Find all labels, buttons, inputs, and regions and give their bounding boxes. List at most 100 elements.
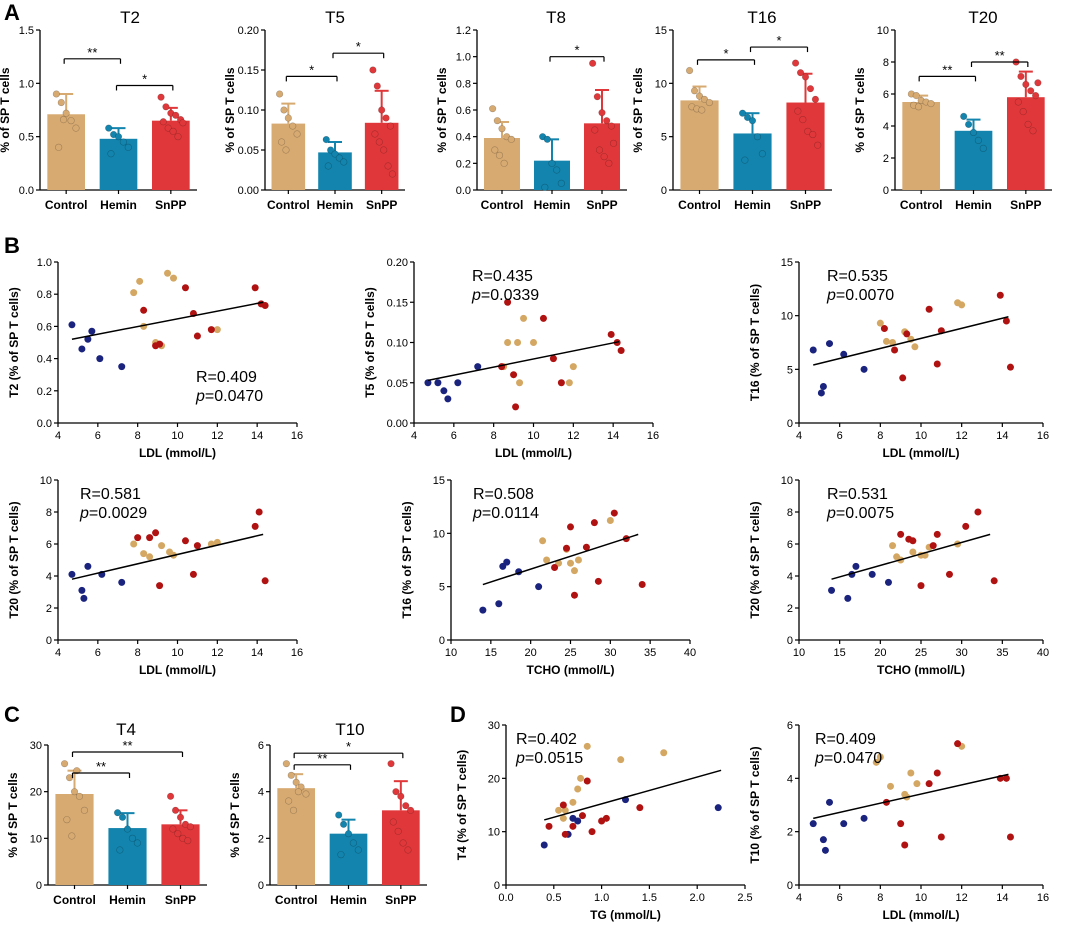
bar-hemin xyxy=(733,133,772,190)
stat-r-value: R=0.508 xyxy=(473,486,534,503)
x-tick-label: 6 xyxy=(837,430,843,442)
x-category-label: Control xyxy=(678,198,721,212)
x-tick-label: 12 xyxy=(567,430,579,442)
scatter-point-snpp xyxy=(917,582,925,590)
data-point-snpp xyxy=(169,825,177,833)
x-axis-label: TCHO (mmol/L) xyxy=(527,663,615,677)
x-tick-label: 25 xyxy=(915,647,927,659)
scatter-point-hemin xyxy=(868,570,876,578)
x-tick-label: 8 xyxy=(135,430,141,442)
y-tick-label: 10 xyxy=(655,78,667,90)
data-point-control xyxy=(289,806,298,814)
data-point-snpp xyxy=(589,59,597,67)
significance-label: * xyxy=(574,43,579,58)
data-point-control xyxy=(695,92,704,100)
scatter-point-hemin xyxy=(68,321,76,329)
scatter-point-hemin xyxy=(884,578,892,586)
x-tick-label: 8 xyxy=(877,892,883,904)
stat-r-value: R=0.402 xyxy=(516,731,577,748)
y-tick-label: 1.0 xyxy=(19,78,34,90)
y-tick-label: 1.2 xyxy=(456,25,471,37)
bar-control xyxy=(55,794,94,885)
scatter-point-snpp xyxy=(933,360,941,368)
scatter-point-hemin xyxy=(454,379,462,387)
scatter-point-snpp xyxy=(146,534,154,542)
data-point-snpp xyxy=(1019,107,1027,116)
y-tick-label: 20 xyxy=(30,787,42,799)
scatter-point-snpp xyxy=(638,581,646,589)
data-point-snpp xyxy=(1017,72,1025,80)
data-point-snpp xyxy=(600,153,608,161)
x-category-label: Hemin xyxy=(330,893,367,907)
x-category-label: SnPP xyxy=(385,893,416,907)
scatter-point-control xyxy=(213,326,221,334)
stat-p-value: p=0.0029 xyxy=(79,505,147,522)
bar-hemin xyxy=(318,152,352,190)
data-point-control xyxy=(285,797,293,805)
scatter-point-control xyxy=(570,567,578,575)
scatter-point-snpp xyxy=(504,298,512,306)
bar-control xyxy=(277,788,316,885)
regression-line xyxy=(71,301,264,341)
chart-a-t2: T2 0.0 0.5 1.0 1.5 % of SP T cells Control Hemi… xyxy=(0,8,197,212)
data-point-hemin xyxy=(118,813,127,821)
scatter-point-snpp xyxy=(557,379,565,387)
scatter-point-control xyxy=(907,769,915,777)
data-point-snpp xyxy=(814,141,822,149)
stat-p-symbol: p xyxy=(472,505,482,522)
data-point-snpp xyxy=(1027,87,1035,95)
y-tick-label: 6 xyxy=(46,539,52,551)
data-point-hemin xyxy=(133,839,142,847)
data-point-control xyxy=(489,105,497,113)
scatter-point-control xyxy=(887,782,894,790)
chart-b-t2-ldl: 0.0 0.2 0.4 0.6 0.8 1.0 4 6 8 10 12 14 16 LDL (mmol/L… xyxy=(7,257,303,460)
data-point-hemin xyxy=(553,166,561,174)
scatter-point-control xyxy=(569,798,577,806)
x-tick-label: 12 xyxy=(956,892,968,904)
y-tick-label: 1.0 xyxy=(37,257,52,269)
x-category-label: Hemin xyxy=(534,198,571,212)
scatter-point-control xyxy=(555,806,563,814)
scatter-point-snpp xyxy=(578,812,586,820)
scatter-point-hemin xyxy=(819,383,827,391)
data-point-control xyxy=(73,767,81,775)
x-tick-label: 16 xyxy=(1037,430,1049,442)
data-point-snpp xyxy=(1032,91,1040,100)
x-tick-label: 14 xyxy=(251,647,263,659)
data-point-control xyxy=(498,125,506,133)
y-tick-label: 6 xyxy=(787,539,793,551)
data-point-snpp xyxy=(598,109,606,117)
x-tick-label: 10 xyxy=(915,892,927,904)
y-tick-label: 0.20 xyxy=(238,25,259,37)
data-point-snpp xyxy=(371,130,379,138)
x-axis-label: LDL (mmol/L) xyxy=(139,663,216,677)
chart-title: T2 xyxy=(120,8,140,27)
data-point-control xyxy=(282,760,290,768)
scatter-point-hemin xyxy=(809,820,817,828)
y-tick-label: 2 xyxy=(883,153,889,165)
data-point-snpp xyxy=(184,837,192,845)
stat-p-symbol: p xyxy=(826,505,836,522)
stat-p-number: =0.0515 xyxy=(525,750,583,767)
scatter-point-snpp xyxy=(594,577,602,585)
scatter-point-snpp xyxy=(897,530,905,538)
scatter-point-snpp xyxy=(539,314,547,322)
scatter-point-snpp xyxy=(551,563,559,571)
x-category-label: Control xyxy=(267,198,310,212)
scatter-point-snpp xyxy=(909,537,917,545)
y-tick-label: 6 xyxy=(258,740,264,752)
scatter-point-control xyxy=(559,814,567,822)
scatter-point-snpp xyxy=(140,306,148,314)
scatter-point-snpp xyxy=(1002,317,1010,325)
stat-p-symbol: p xyxy=(814,750,824,767)
x-tick-label: 6 xyxy=(95,430,101,442)
data-point-snpp xyxy=(804,127,812,135)
chart-b-t20-tcho: 0 2 4 6 8 10 10 15 20 25 30 35 40 TCHO (mmol/L) T20 (%… xyxy=(748,475,1049,677)
scatter-point-control xyxy=(170,274,178,282)
data-point-snpp xyxy=(389,818,397,826)
x-category-label: SnPP xyxy=(586,198,617,212)
scatter-point-hemin xyxy=(821,846,829,854)
x-tick-label: 10 xyxy=(445,647,457,659)
data-point-hemin xyxy=(123,825,132,833)
data-point-hemin xyxy=(743,113,752,122)
